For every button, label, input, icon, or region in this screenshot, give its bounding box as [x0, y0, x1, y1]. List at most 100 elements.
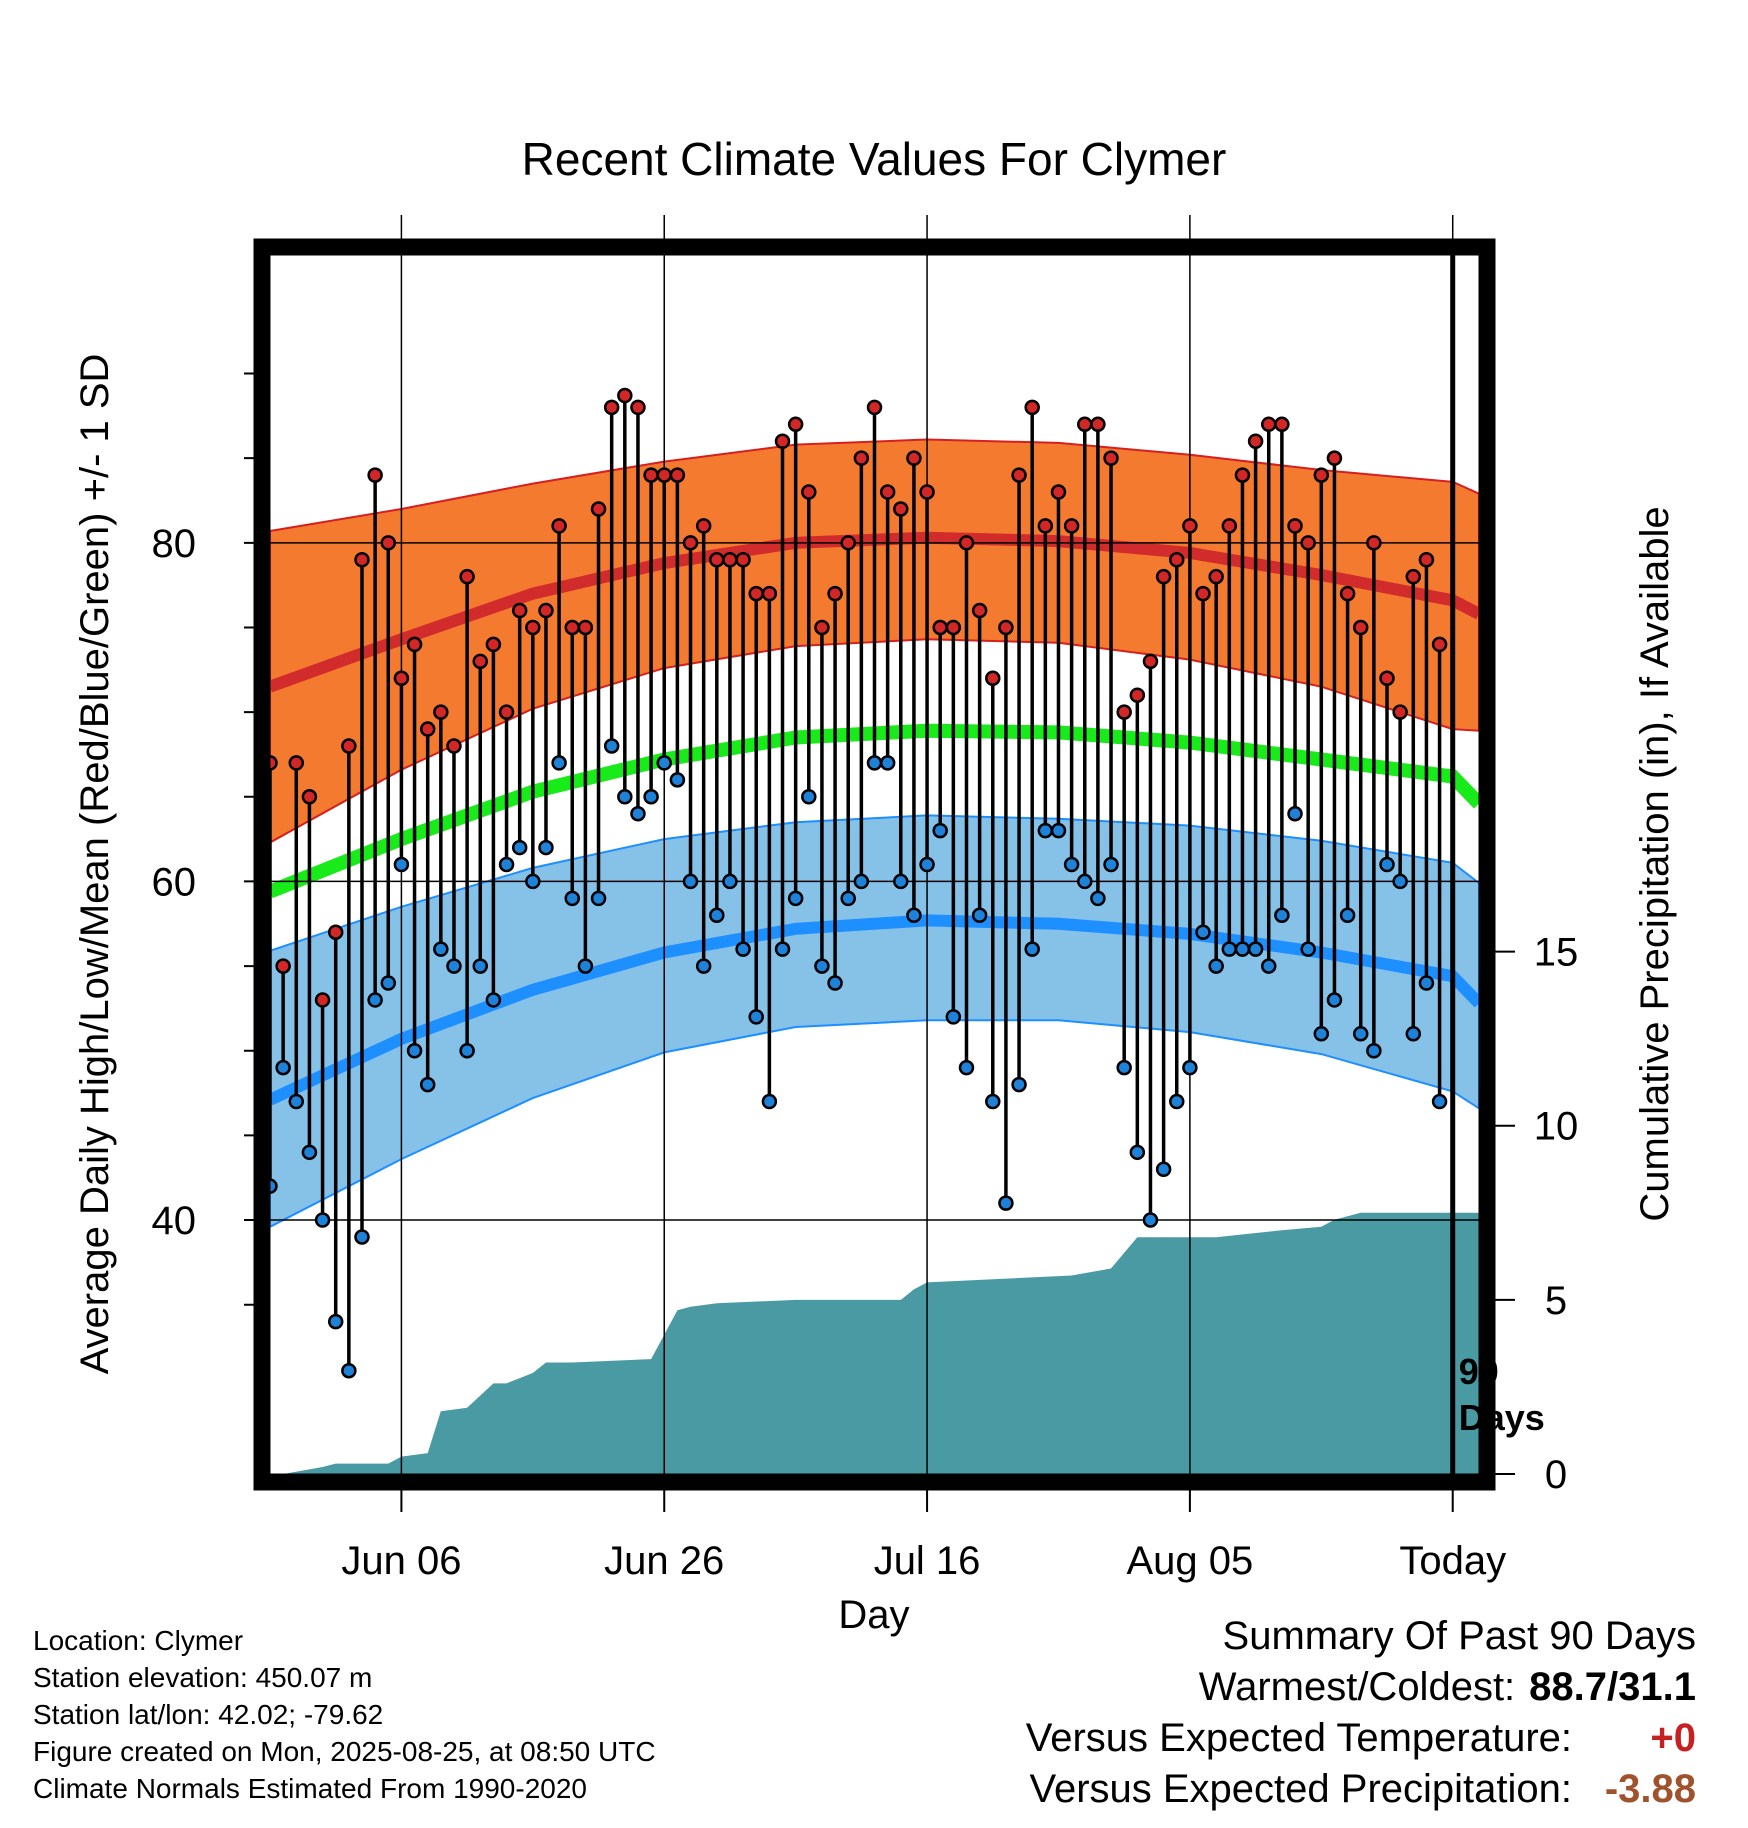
- precip-value: -3.88: [1604, 1767, 1696, 1811]
- daily-low-point: [1392, 873, 1408, 890]
- normals-text: Climate Normals Estimated From 1990-2020: [33, 1773, 587, 1804]
- daily-low-point: [945, 1009, 962, 1025]
- daily-high-point: [985, 670, 1001, 687]
- daily-low-point: [1418, 975, 1435, 991]
- daily-low-point: [787, 890, 804, 907]
- daily-high-point: [1366, 535, 1382, 551]
- daily-high-point: [801, 484, 817, 500]
- daily-high-point: [275, 958, 291, 974]
- x-tick-label: Jul 16: [874, 1539, 981, 1583]
- daily-low-point: [367, 992, 383, 1008]
- daily-high-point: [1155, 568, 1172, 585]
- daily-low-point: [1155, 1161, 1172, 1177]
- daily-low-point: [275, 1059, 291, 1076]
- daily-low-point: [472, 958, 489, 974]
- x-tick-label: Jun 26: [604, 1539, 724, 1583]
- daily-high-point: [945, 619, 962, 636]
- y2-tick-label: 5: [1545, 1279, 1567, 1323]
- daily-low-point: [1352, 1026, 1369, 1042]
- daily-high-point: [1221, 518, 1238, 534]
- daily-high-point: [827, 585, 843, 602]
- daily-high-point: [879, 484, 896, 500]
- daily-low-point: [656, 755, 672, 771]
- daily-high-point: [551, 518, 567, 534]
- daily-high-point: [866, 399, 883, 416]
- summary-panel: Summary Of Past 90 Days Warmest/Coldest:…: [1026, 1614, 1696, 1818]
- daily-low-point: [761, 1093, 778, 1110]
- daily-low-point: [314, 1212, 331, 1228]
- daily-high-point: [998, 619, 1014, 636]
- daily-high-point: [1182, 518, 1198, 534]
- daily-low-point: [327, 1313, 344, 1330]
- daily-high-point: [406, 636, 423, 653]
- daily-low-point: [643, 789, 659, 805]
- daily-high-point: [1077, 416, 1093, 433]
- daily-high-point: [1247, 433, 1264, 449]
- daily-high-point: [1287, 518, 1303, 534]
- daily-high-point: [840, 535, 856, 551]
- daily-low-point: [695, 958, 712, 974]
- daily-low-point: [1221, 941, 1238, 957]
- daily-high-point: [367, 467, 383, 483]
- daily-low-point: [288, 1093, 305, 1110]
- daily-high-point: [525, 619, 541, 636]
- daily-low-point: [446, 958, 462, 974]
- station-info: Location: Clymer Station elevation: 450.…: [33, 1622, 656, 1807]
- daily-low-point: [748, 1009, 764, 1025]
- daily-high-point: [1090, 416, 1106, 433]
- daily-low-point: [1182, 1059, 1198, 1076]
- daily-high-point: [1037, 518, 1054, 534]
- daily-high-point: [1050, 484, 1067, 500]
- daily-high-point: [932, 619, 948, 636]
- daily-low-point: [1247, 941, 1264, 957]
- daily-low-point: [1063, 856, 1080, 873]
- created-text: Figure created on Mon, 2025-08-25, at 08…: [33, 1736, 656, 1767]
- daily-low-point: [577, 958, 594, 974]
- plot-frame: [253, 238, 1496, 1491]
- daily-high-point: [1431, 636, 1448, 653]
- y-tick-label: 60: [152, 860, 197, 904]
- x-tick-label: Today: [1399, 1539, 1506, 1583]
- daily-high-point: [774, 433, 791, 449]
- daily-high-point: [617, 387, 633, 404]
- daily-high-point: [459, 568, 475, 585]
- daily-high-point: [1405, 568, 1422, 585]
- daily-high-point: [577, 619, 594, 636]
- daily-low-point: [485, 992, 502, 1008]
- precip-label: Versus Expected Precipitation:: [1029, 1767, 1572, 1811]
- daily-low-point: [630, 805, 646, 822]
- daily-low-point: [380, 975, 397, 991]
- daily-high-point: [314, 992, 331, 1008]
- daily-low-point: [985, 1093, 1001, 1110]
- daily-low-point: [590, 890, 607, 907]
- y2-tick-label: 10: [1534, 1105, 1579, 1149]
- daily-high-point: [498, 704, 515, 720]
- daily-low-point: [1208, 958, 1224, 974]
- daily-low-point: [1077, 873, 1093, 890]
- daily-high-point: [327, 924, 344, 940]
- daily-high-point: [1011, 467, 1027, 483]
- warmest-label: Warmest/Coldest:: [1198, 1665, 1516, 1709]
- daily-low-point: [853, 873, 870, 890]
- daily-low-point: [406, 1042, 423, 1059]
- daily-high-point: [1260, 416, 1277, 433]
- daily-low-point: [774, 941, 791, 957]
- daily-low-point: [419, 1076, 436, 1093]
- daily-high-point: [1169, 552, 1185, 568]
- daily-low-point: [603, 738, 620, 754]
- daily-low-point: [958, 1059, 975, 1076]
- daily-high-point: [419, 721, 436, 737]
- daily-high-point: [472, 653, 489, 670]
- daily-low-point: [1024, 941, 1040, 957]
- daily-low-point: [1169, 1093, 1185, 1110]
- y-axis-label: Average Daily High/Low/Mean (Red/Blue/Gr…: [73, 354, 117, 1375]
- daily-low-point: [1313, 1026, 1330, 1042]
- daily-low-point: [1339, 907, 1356, 924]
- daily-high-point: [603, 399, 620, 416]
- daily-low-point: [682, 873, 699, 890]
- daily-high-point: [1024, 399, 1040, 416]
- daily-high-point: [1103, 450, 1119, 466]
- daily-high-point: [748, 585, 764, 602]
- period-label-2: Days: [1459, 1397, 1545, 1438]
